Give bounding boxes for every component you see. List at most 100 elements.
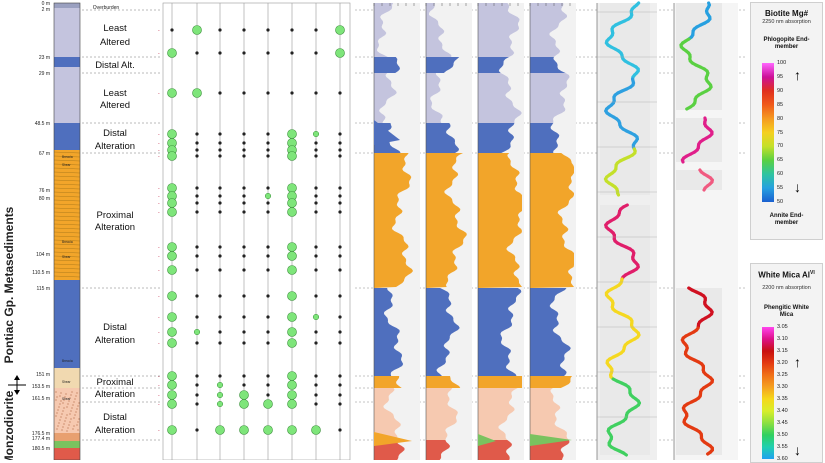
sample-dot-empty — [338, 148, 341, 151]
sample-dot-empty — [314, 245, 317, 248]
sample-dot-empty — [338, 91, 341, 94]
lithology-note: Shear — [62, 397, 71, 401]
sample-dot-empty — [314, 148, 317, 151]
sample-dot-large — [288, 199, 297, 208]
zone-label-line1: Distal — [103, 322, 127, 333]
lithology-band — [54, 73, 80, 123]
sample-dot-empty — [218, 194, 221, 197]
sample-dot-empty — [266, 91, 269, 94]
sample-dot-large — [312, 426, 321, 435]
sample-dot-large — [288, 208, 297, 217]
sample-dot-empty — [218, 254, 221, 257]
sample-tick: - — [158, 428, 160, 434]
sample-dot-empty — [195, 210, 198, 213]
sample-dot-empty — [195, 245, 198, 248]
lithology-speckle — [69, 413, 70, 414]
lithology-band — [54, 441, 80, 448]
sample-dot-empty — [195, 341, 198, 344]
sample-dot-empty — [338, 428, 341, 431]
lithology-speckle — [74, 414, 75, 415]
lithology-note: Breccia — [62, 240, 73, 244]
sample-dot-large — [288, 292, 297, 301]
sample-dot-empty — [266, 254, 269, 257]
depth-label: 29 m — [39, 71, 50, 77]
lithology-speckle — [56, 412, 57, 413]
spectral-fill — [478, 153, 522, 288]
sample-dot-large — [168, 328, 177, 337]
sample-dot-empty — [218, 294, 221, 297]
sample-dot-empty — [314, 186, 317, 189]
zone-label-line1: Proximal — [97, 210, 134, 221]
zone-label-line2: Alteration — [95, 141, 135, 152]
sample-dot-empty — [266, 393, 269, 396]
lithology-speckle — [65, 417, 66, 418]
lithology-speckle — [59, 419, 60, 420]
depth-label: 80 m — [39, 196, 50, 202]
sample-dot-empty — [218, 315, 221, 318]
sample-dot-empty — [266, 141, 269, 144]
sample-dot-empty — [266, 268, 269, 271]
arrow-down-icon: ↓ — [794, 442, 801, 458]
sample-dot-empty — [338, 132, 341, 135]
sample-dot-small — [217, 401, 223, 407]
profile-background — [676, 118, 722, 162]
sample-dot-empty — [242, 132, 245, 135]
lithology-speckle — [56, 396, 57, 397]
lithology-speckle — [78, 418, 79, 419]
ramp-tick-label: 3.15 — [777, 348, 788, 354]
sample-dot-empty — [195, 186, 198, 189]
sample-dot-empty — [314, 341, 317, 344]
sample-dot-empty — [314, 51, 317, 54]
white-mica-legend: White Mica AlVI 2200 nm absorption Pheng… — [750, 263, 823, 463]
sample-tick: - — [158, 186, 160, 192]
biotite-legend-title: Biotite Mg# — [751, 9, 822, 18]
sample-dot-empty — [195, 51, 198, 54]
sample-dot-empty — [314, 201, 317, 204]
sample-dot-empty — [266, 383, 269, 386]
sample-dot-large — [168, 381, 177, 390]
sample-dot-empty — [338, 374, 341, 377]
sample-dot-empty — [195, 141, 198, 144]
lithology-speckle — [61, 429, 62, 430]
sample-dot-empty — [266, 330, 269, 333]
ramp-tick-label: 3.40 — [777, 408, 788, 414]
lithology-speckle — [68, 424, 69, 425]
zone-label-line2: Altered — [100, 37, 130, 48]
lithology-speckle — [71, 391, 72, 392]
sample-dot-large — [288, 313, 297, 322]
sample-dot-empty — [290, 28, 293, 31]
sample-dot-large — [288, 391, 297, 400]
sample-tick: - — [158, 402, 160, 408]
sample-dot-empty — [195, 315, 198, 318]
ramp-tick-label: 100 — [777, 60, 786, 66]
lithology-speckle — [73, 425, 74, 426]
sample-tick: - — [158, 330, 160, 336]
sample-dot-large — [168, 372, 177, 381]
lithology-speckle — [74, 398, 75, 399]
sample-dot-empty — [242, 383, 245, 386]
sample-dot-empty — [242, 141, 245, 144]
sample-dot-empty — [242, 186, 245, 189]
sample-tick: - — [158, 245, 160, 251]
sample-dot-empty — [195, 374, 198, 377]
sample-dot-empty — [218, 186, 221, 189]
depth-label: 115 m — [36, 286, 50, 292]
lithology-note: Shear — [62, 255, 71, 259]
sample-dot-empty — [314, 141, 317, 144]
sample-dot-large — [288, 400, 297, 409]
depth-label: 67 m — [39, 151, 50, 157]
sample-dot-empty — [242, 91, 245, 94]
sample-dot-empty — [242, 194, 245, 197]
lithology-note: Shear — [62, 163, 71, 167]
sample-dot-large — [240, 400, 249, 409]
spectral-panel — [478, 3, 524, 460]
sample-dot-empty — [266, 315, 269, 318]
sample-tick: - — [158, 51, 160, 57]
sample-dot-empty — [242, 254, 245, 257]
lithology-column — [54, 3, 80, 460]
sample-dot-large — [168, 400, 177, 409]
ramp-tick-label: 55 — [777, 185, 783, 191]
